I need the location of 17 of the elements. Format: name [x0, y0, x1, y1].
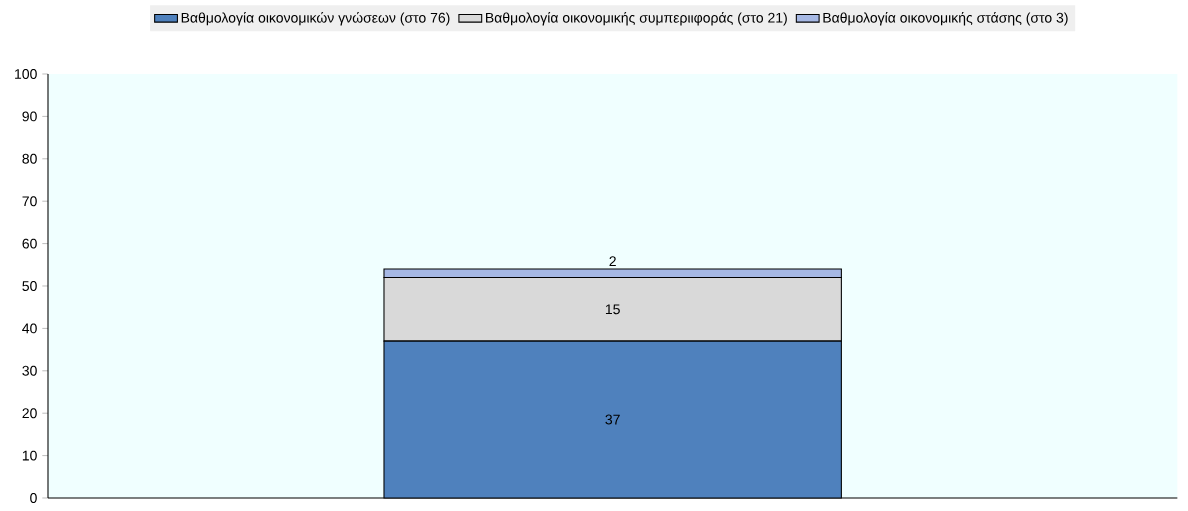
- data-label: 15: [605, 304, 620, 315]
- legend-label: Βαθμολογία οικονομικής στάσης (στο 3): [823, 12, 1068, 26]
- y-tick-label: 100: [15, 69, 37, 79]
- legend-label: Βαθμολογία οικονομικής συμπεριιφοράς (στο 21): [486, 12, 787, 26]
- y-tick-label: 10: [22, 450, 37, 461]
- y-tick-label: 80: [22, 153, 37, 164]
- y-tick-label: 50: [22, 281, 37, 291]
- y-tick-label: 70: [22, 196, 37, 207]
- y-tick-label: 60: [22, 238, 37, 249]
- data-label: 37: [605, 414, 620, 425]
- y-tick-label: 40: [22, 323, 37, 334]
- legend-label: Βαθμολογία οικονομικών γνώσεων (στο 76): [181, 12, 450, 26]
- y-tick-label: 0: [30, 493, 37, 503]
- y-tick-label: 90: [22, 111, 37, 122]
- y-tick-label: 20: [22, 408, 37, 419]
- data-label: 2: [609, 256, 616, 267]
- y-tick-label: 30: [22, 365, 37, 376]
